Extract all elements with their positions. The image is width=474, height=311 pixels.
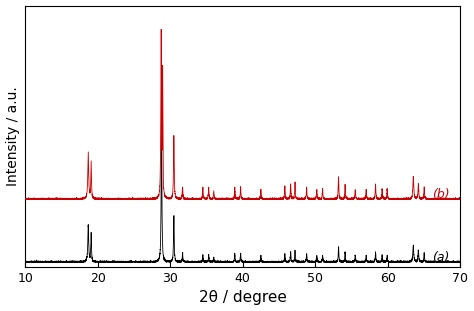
Text: (a): (a) <box>432 251 449 264</box>
Y-axis label: Intensity / a.u.: Intensity / a.u. <box>6 86 19 186</box>
X-axis label: 2θ / degree: 2θ / degree <box>199 290 287 305</box>
Text: (b): (b) <box>432 188 449 201</box>
